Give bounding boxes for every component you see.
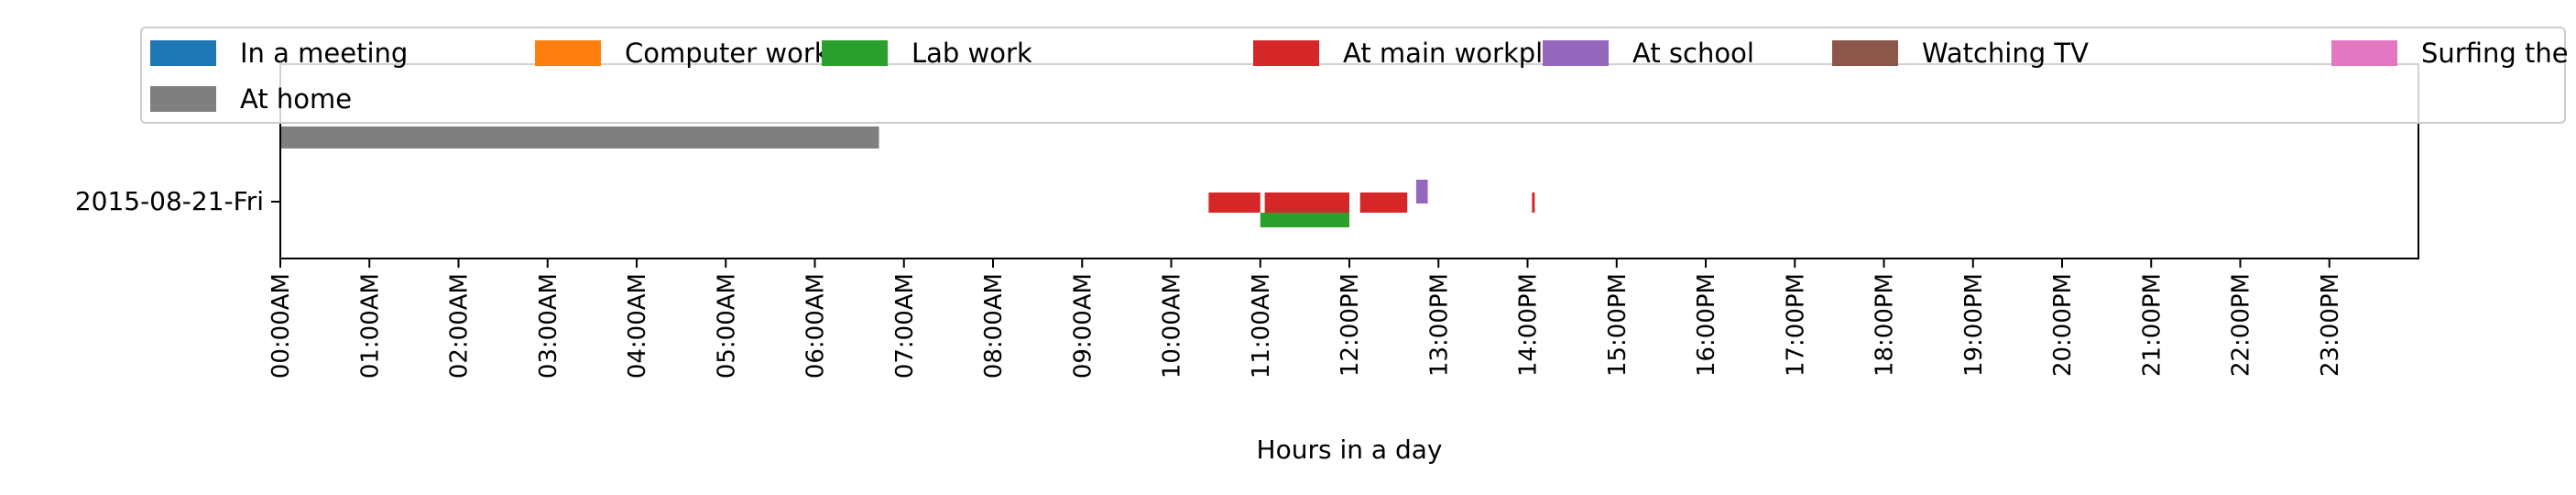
- legend-label: At school: [1632, 38, 1754, 69]
- x-tick-label: 18:00PM: [1872, 273, 1899, 377]
- legend-label: At home: [240, 83, 352, 115]
- x-tick-label: 22:00PM: [2228, 273, 2255, 377]
- legend-box: [140, 27, 2566, 124]
- x-tick-label: 21:00PM: [2138, 273, 2166, 377]
- x-tick-label: 05:00AM: [713, 273, 740, 379]
- x-tick-label: 09:00AM: [1069, 273, 1097, 379]
- bar-segment-at-main-workplace-1: [1264, 192, 1349, 213]
- x-tick-label: 04:00AM: [624, 273, 651, 379]
- legend: In a meeting Computer work Lab work At main…: [140, 27, 2576, 124]
- x-tick-label: 12:00PM: [1337, 273, 1364, 377]
- bar-segment-at-school-0: [1415, 180, 1428, 204]
- x-tick-label: 10:00AM: [1159, 273, 1186, 379]
- legend-swatch: [535, 40, 601, 66]
- x-tick-label: 15:00PM: [1604, 273, 1632, 377]
- legend-swatch: [150, 40, 216, 66]
- legend-swatch: [822, 40, 888, 66]
- x-axis-label: Hours in a day: [1257, 434, 1443, 465]
- legend-label: In a meeting: [240, 38, 408, 69]
- bar-segment-at-home-0: [280, 126, 879, 148]
- bar-segment-at-main-workplace-2: [1359, 192, 1408, 213]
- legend-label: Lab work: [911, 38, 1032, 69]
- x-tick-label: 11:00AM: [1248, 273, 1275, 379]
- legend-swatch: [1253, 40, 1319, 66]
- x-tick-label: 23:00PM: [2317, 273, 2344, 377]
- x-tick-label: 07:00AM: [891, 273, 919, 379]
- bar-segment-at-main-workplace-0: [1208, 192, 1261, 213]
- x-tick-label: 19:00PM: [1960, 273, 1988, 377]
- x-tick-label: 14:00PM: [1515, 273, 1543, 377]
- x-tick-label: 01:00AM: [356, 273, 384, 379]
- plot-marks: [280, 126, 1535, 227]
- legend-swatch: [1543, 40, 1609, 66]
- x-axis: 00:00AM 01:00AM 02:00AM 03:00AM 04:00AM 05:00…: [267, 258, 2344, 379]
- legend-swatch: [150, 86, 216, 112]
- legend-swatch: [1832, 40, 1898, 66]
- x-tick-label: 17:00PM: [1782, 273, 1809, 377]
- x-tick-label: 03:00AM: [535, 273, 562, 379]
- x-tick-label: 02:00AM: [446, 273, 474, 379]
- legend-label: Surfing the internet: [2421, 38, 2576, 69]
- legend-swatch: [2331, 40, 2397, 66]
- legend-label: Computer work: [625, 38, 830, 69]
- bar-segment-at-main-workplace-3: [1532, 192, 1535, 213]
- x-tick-label: 08:00AM: [980, 273, 1008, 379]
- y-category-label: 2015-08-21-Fri: [75, 186, 264, 216]
- x-tick-label: 13:00PM: [1425, 273, 1453, 377]
- y-axis: 2015-08-21-Fri: [75, 186, 280, 216]
- bar-segment-lab-work-0: [1260, 213, 1349, 227]
- legend-label: Watching TV: [1922, 38, 2089, 69]
- x-tick-label: 20:00PM: [2049, 273, 2077, 377]
- x-tick-label: 06:00AM: [802, 273, 830, 379]
- x-tick-label: 00:00AM: [267, 273, 295, 379]
- x-tick-label: 16:00PM: [1693, 273, 1720, 377]
